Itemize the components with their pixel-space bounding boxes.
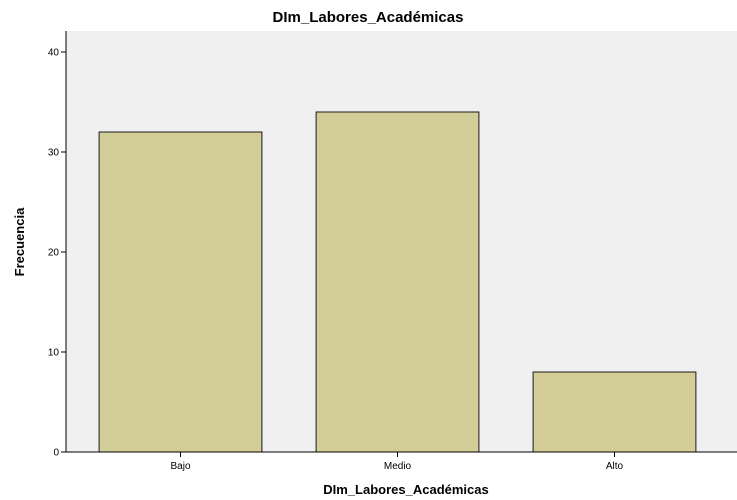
x-tick-label: Bajo — [170, 461, 190, 472]
y-tick-label: 20 — [48, 248, 60, 259]
y-tick-label: 10 — [48, 348, 60, 359]
y-tick-label: 30 — [48, 148, 60, 159]
y-axis-ticks: 0 10 20 30 40 — [48, 48, 66, 459]
x-axis-ticks: Bajo Medio Alto — [170, 452, 624, 472]
bars-layer — [98, 111, 697, 453]
y-axis-title: Frecuencia — [12, 207, 27, 276]
bar-bajo — [98, 131, 263, 453]
x-axis-title: DIm_Labores_Académicas — [323, 482, 488, 497]
y-tick-label: 0 — [53, 448, 59, 459]
x-tick-label: Medio — [384, 461, 412, 472]
chart-title: DIm_Labores_Académicas — [273, 9, 464, 26]
x-tick-label: Alto — [606, 461, 624, 472]
bar-medio — [315, 111, 480, 453]
y-tick-label: 40 — [48, 48, 60, 59]
bar-alto — [532, 371, 697, 453]
